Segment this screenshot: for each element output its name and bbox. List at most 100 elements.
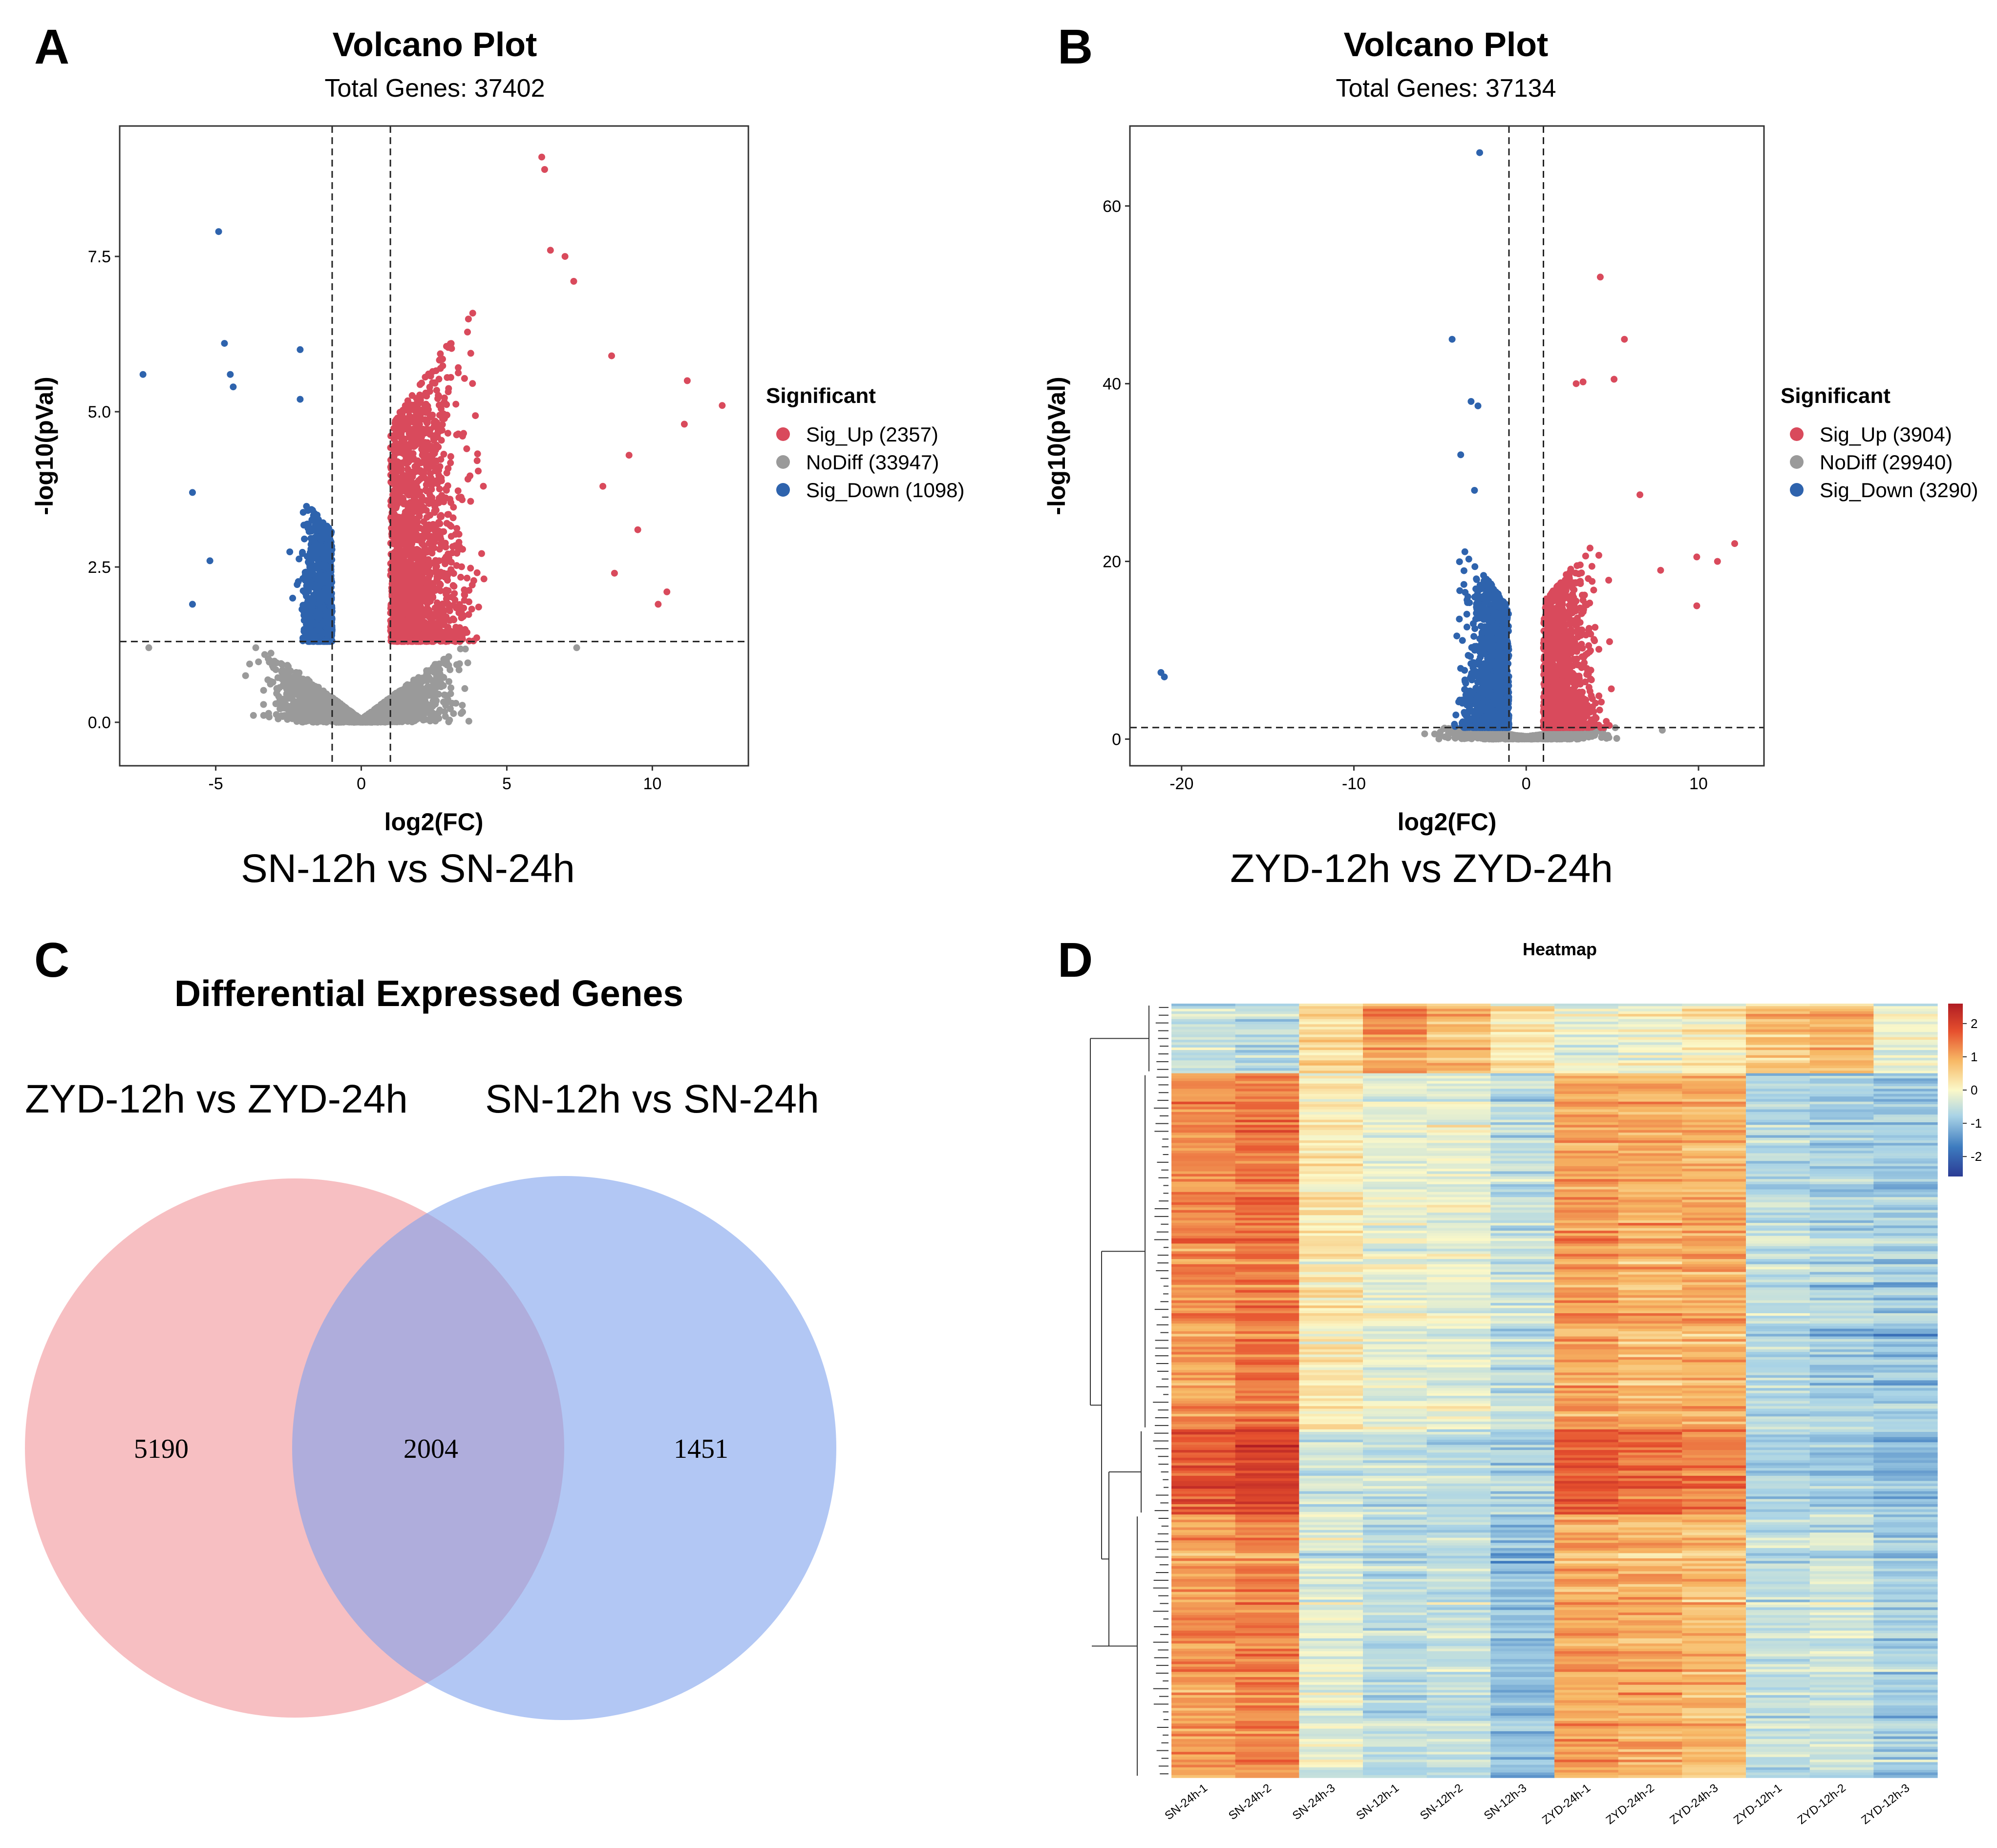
point — [388, 697, 395, 705]
point — [443, 469, 450, 477]
point — [450, 710, 457, 717]
point — [413, 677, 421, 684]
point — [304, 525, 312, 532]
volcano-a-subtitle: Total Genes: 37402 — [325, 74, 545, 103]
point — [403, 454, 410, 462]
nodiff-points — [145, 644, 580, 726]
point — [411, 463, 419, 470]
point — [306, 609, 314, 616]
point — [227, 371, 234, 378]
point — [444, 697, 451, 705]
point — [456, 624, 464, 631]
point — [403, 694, 410, 701]
point — [449, 582, 457, 589]
point — [145, 644, 152, 651]
point — [457, 645, 464, 652]
point — [427, 540, 434, 547]
point — [230, 383, 237, 391]
point — [444, 374, 451, 381]
point — [447, 459, 454, 466]
point — [317, 717, 324, 725]
point — [441, 415, 448, 422]
point — [320, 588, 328, 595]
point — [396, 710, 404, 717]
point — [474, 450, 481, 458]
point — [215, 228, 222, 235]
point — [444, 577, 451, 584]
point — [467, 498, 474, 505]
point — [430, 663, 437, 671]
point — [412, 698, 420, 705]
point — [373, 715, 380, 722]
point — [455, 364, 462, 371]
point — [449, 549, 456, 557]
point — [443, 600, 450, 607]
point — [317, 525, 324, 532]
point — [309, 567, 316, 575]
point — [275, 715, 282, 723]
point — [455, 666, 463, 673]
point — [470, 577, 477, 584]
point — [462, 645, 469, 652]
point — [302, 571, 309, 578]
point — [301, 589, 309, 597]
point — [440, 682, 447, 689]
point — [312, 703, 319, 711]
point — [267, 650, 275, 657]
point — [189, 601, 196, 608]
point — [469, 310, 476, 317]
point — [478, 550, 485, 557]
point — [206, 557, 213, 565]
point — [325, 525, 332, 532]
point — [422, 716, 429, 723]
point — [260, 701, 267, 708]
point — [424, 420, 431, 427]
point — [435, 495, 443, 502]
point — [415, 685, 422, 692]
point — [419, 608, 426, 615]
point — [274, 674, 281, 681]
point — [250, 712, 257, 719]
point — [397, 701, 404, 709]
point — [296, 696, 303, 704]
point — [447, 453, 454, 460]
point — [430, 693, 437, 700]
point — [350, 710, 357, 717]
sig-up-points — [387, 153, 726, 645]
point — [475, 467, 482, 475]
point — [276, 696, 283, 704]
point — [385, 712, 393, 719]
point — [443, 658, 450, 665]
point — [260, 687, 267, 694]
point — [308, 603, 316, 610]
point — [446, 678, 452, 685]
point — [325, 611, 333, 618]
point — [289, 692, 297, 699]
point — [267, 680, 274, 688]
point — [304, 717, 311, 725]
point — [447, 523, 455, 530]
point — [301, 535, 308, 543]
point — [458, 710, 465, 717]
point — [457, 573, 465, 581]
point — [297, 396, 304, 403]
volcano-a-plot — [120, 126, 748, 766]
point — [289, 594, 297, 602]
point — [378, 713, 385, 720]
point — [321, 691, 328, 698]
point — [351, 716, 359, 724]
point — [446, 666, 454, 673]
point — [456, 660, 463, 667]
point — [255, 658, 262, 666]
point — [189, 489, 196, 496]
point — [433, 387, 440, 394]
point — [439, 617, 446, 624]
point — [427, 676, 434, 683]
point — [442, 485, 449, 493]
point — [299, 550, 306, 557]
point — [416, 417, 424, 424]
point — [312, 516, 319, 524]
point — [286, 548, 294, 555]
point — [307, 695, 315, 702]
